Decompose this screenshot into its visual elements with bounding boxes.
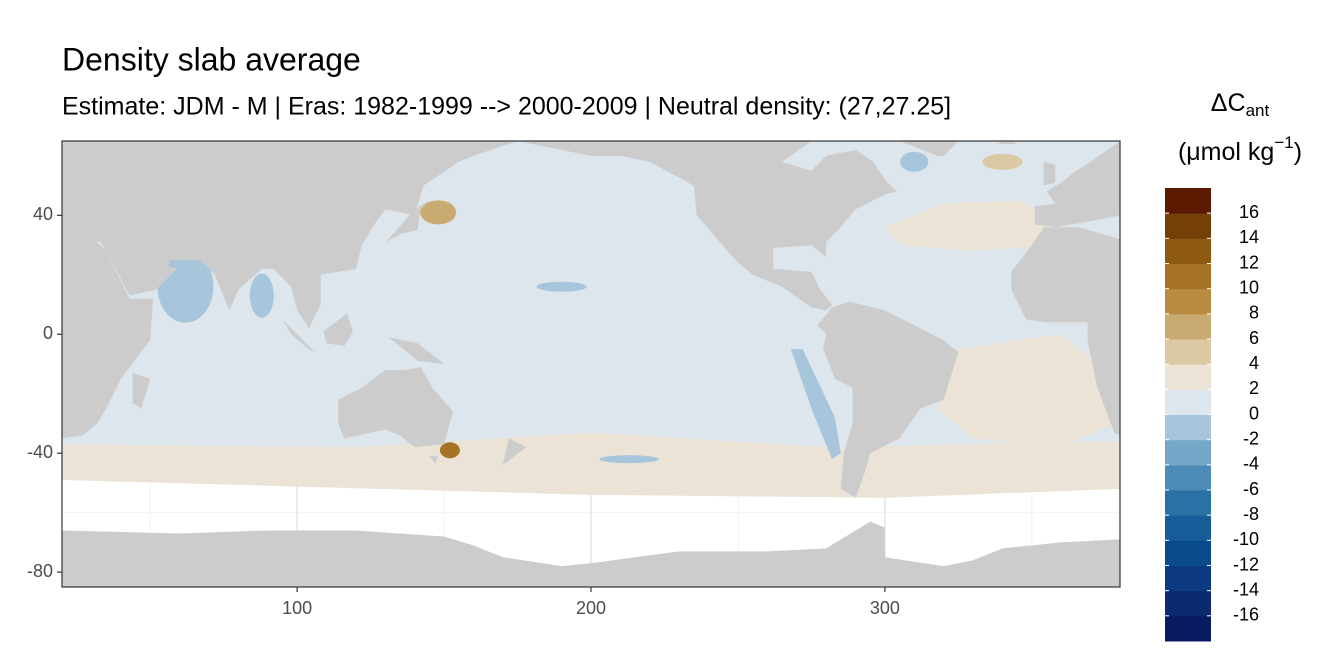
colorbar-bin	[1165, 339, 1211, 365]
africa-east	[62, 239, 154, 439]
x-tick-label: 300	[870, 598, 900, 618]
legend-unit-text: (μmol kg	[1178, 138, 1274, 166]
colorbar-bin	[1165, 540, 1211, 566]
colorbar-bin	[1165, 288, 1211, 315]
legend-unit-close: )	[1294, 138, 1302, 166]
colorbar-bin	[1165, 565, 1211, 592]
tasmania	[429, 456, 439, 464]
greenland	[899, 141, 959, 156]
colorbar-label: 2	[1249, 378, 1259, 398]
colorbar-label: -10	[1233, 529, 1259, 549]
colorbar-bin	[1165, 263, 1211, 290]
north-atlantic-spot	[982, 153, 1023, 170]
x-tick-label: 100	[282, 598, 312, 618]
colorbar-label: 4	[1249, 353, 1259, 373]
map-panel	[62, 141, 1120, 587]
legend-subscript: ant	[1246, 101, 1270, 120]
legend-symbol: ΔC	[1211, 89, 1246, 117]
colorbar-bin	[1165, 515, 1211, 541]
colorbar-label: 10	[1239, 277, 1259, 297]
colorbar-label: 16	[1239, 202, 1259, 222]
sumatra	[282, 319, 315, 353]
colorbar-bin	[1165, 364, 1211, 390]
y-tick-label: -40	[27, 442, 53, 462]
colorbar-bin	[1165, 439, 1211, 466]
colorbar-label: 0	[1249, 403, 1259, 423]
colorbar-label: 12	[1239, 252, 1259, 272]
colorbar-bin	[1165, 213, 1211, 239]
britain	[1043, 161, 1056, 186]
colorbar-bin	[1165, 615, 1211, 642]
tasman-spot	[439, 442, 460, 459]
colorbar-bin	[1165, 313, 1211, 340]
colorbar-label: -16	[1233, 605, 1259, 625]
new-zealand	[494, 438, 527, 472]
africa-west	[1011, 227, 1120, 436]
colorbar-label: -6	[1243, 479, 1259, 499]
chart-title: Density slab average	[62, 41, 361, 77]
colorbar-bin	[1165, 490, 1211, 516]
x-tick-label: 200	[576, 598, 606, 618]
eurasia	[62, 141, 518, 329]
colorbar-label: 6	[1249, 328, 1259, 348]
colorbar-label: -2	[1243, 428, 1259, 448]
kuroshio-spot	[420, 200, 457, 225]
borneo	[323, 313, 353, 347]
colorbar-label: -12	[1233, 554, 1259, 574]
legend-exponent: −1	[1274, 133, 1293, 152]
y-tick-label: 0	[43, 323, 53, 343]
pacific-blue-1	[536, 281, 587, 292]
colorbar-bin	[1165, 188, 1211, 214]
colorbar-bin	[1165, 414, 1211, 441]
australia	[338, 366, 453, 448]
north-america	[517, 141, 897, 311]
labrador-blue	[900, 151, 929, 172]
iceland	[996, 141, 1018, 144]
legend-title: ΔCant	[1211, 89, 1270, 121]
japan	[385, 200, 430, 243]
antarctica	[62, 521, 1120, 587]
colorbar-label: 8	[1249, 303, 1259, 323]
legend-unit: (μmol kg−1)	[1178, 133, 1302, 165]
madagascar	[132, 372, 151, 409]
peru-strip	[790, 349, 841, 460]
ocean-south-atlantic	[937, 334, 1115, 448]
colorbar-label: -14	[1233, 579, 1259, 599]
y-tick-label: 40	[33, 204, 53, 224]
colorbar-bin	[1165, 590, 1211, 617]
south-america	[817, 301, 959, 498]
ocean-north-pacific	[473, 200, 694, 231]
ocean-north-atlantic	[884, 200, 1056, 252]
colorbar-bin	[1165, 464, 1211, 491]
new-guinea	[388, 337, 445, 364]
colorbar-bin	[1165, 389, 1211, 415]
colorbar-label: -4	[1243, 454, 1259, 474]
y-tick-label: -80	[27, 561, 53, 581]
chart-subtitle: Estimate: JDM - M | Eras: 1982-1999 --> …	[62, 93, 951, 121]
bay-bengal	[249, 273, 274, 318]
europe	[1034, 141, 1120, 228]
colorbar-label: 14	[1239, 227, 1259, 247]
pacific-blue-2	[599, 455, 660, 464]
colorbar-bin	[1165, 238, 1211, 264]
colorbar-label: -8	[1243, 504, 1259, 524]
